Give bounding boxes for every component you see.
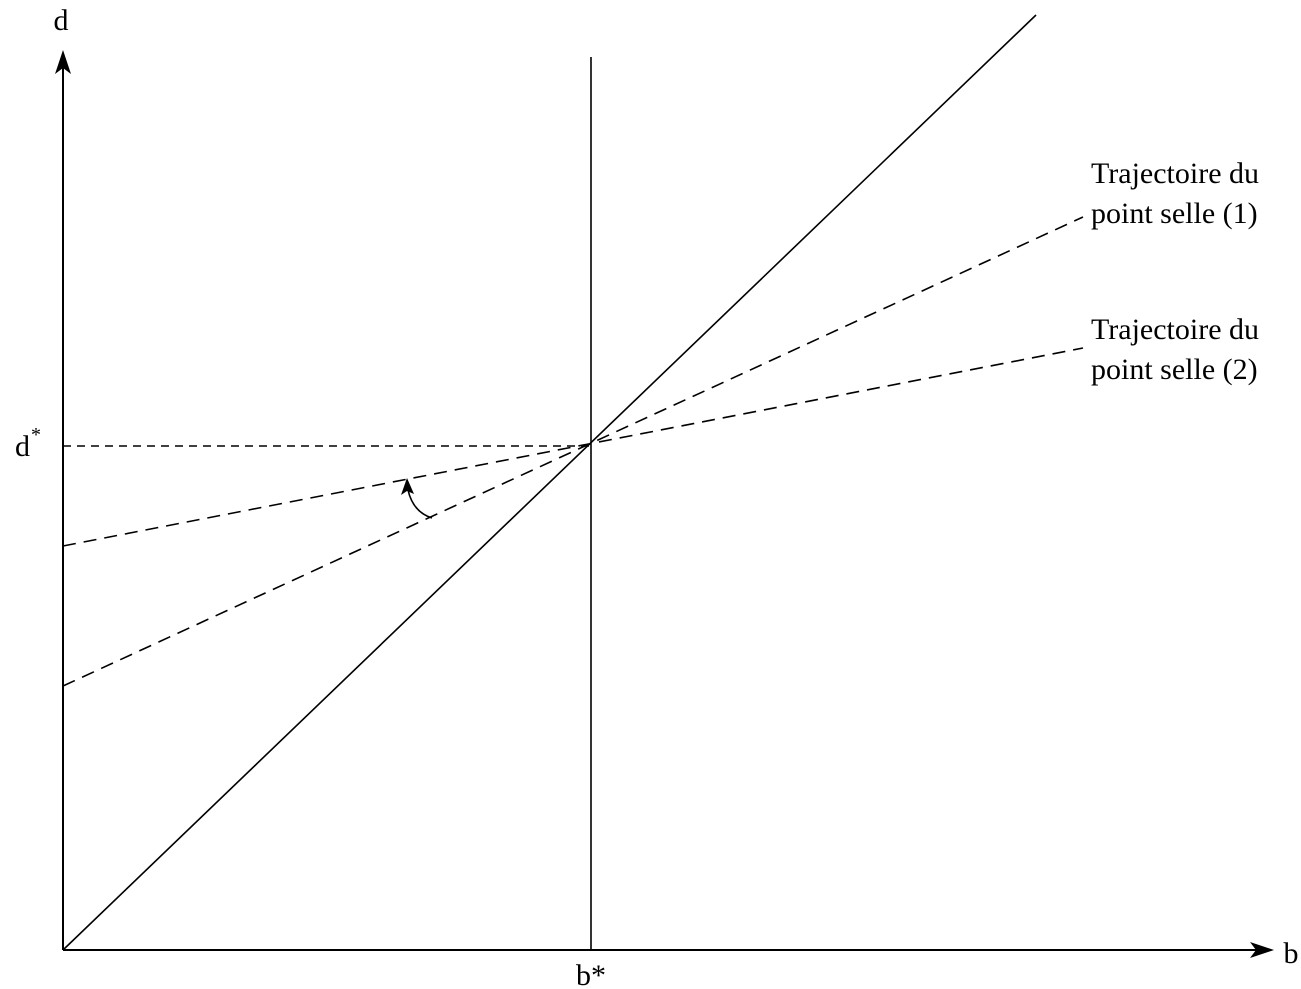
saddle-path-1 (62, 216, 1084, 687)
x-axis-label: b (1284, 937, 1299, 970)
y-axis-arrow-icon (55, 50, 71, 74)
saddle-path-2 (62, 347, 1084, 547)
trajectory-2-label-line1: Trajectoire du (1091, 313, 1259, 346)
x-tick-b-star: b* (576, 959, 606, 989)
y-tick-d-star-superscript: * (31, 424, 41, 446)
diagonal-line (62, 14, 1037, 951)
trajectory-2-label-line2: point selle (2) (1091, 353, 1258, 386)
trajectory-1-label-line2: point selle (1) (1091, 197, 1258, 230)
x-axis-arrow-icon (1250, 942, 1274, 958)
y-axis-label: d (54, 4, 69, 37)
rotation-arrow (407, 489, 433, 519)
y-tick-d-star: d (15, 430, 30, 463)
trajectory-1-label-line1: Trajectoire du (1091, 157, 1259, 190)
rotation-arrow-head-icon (401, 478, 414, 495)
